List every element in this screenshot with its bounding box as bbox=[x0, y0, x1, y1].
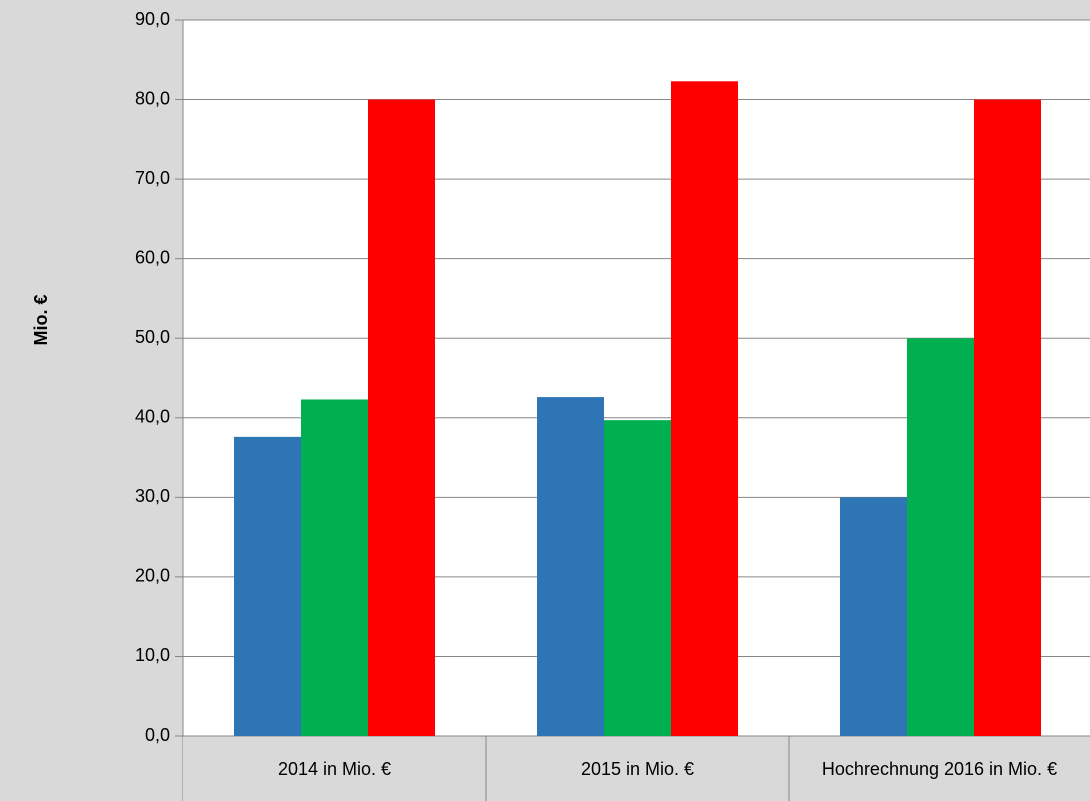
bar bbox=[671, 81, 738, 737]
x-tick-label: Hochrechnung 2016 in Mio. € bbox=[821, 759, 1058, 779]
y-axis-label: Mio. € bbox=[31, 294, 51, 345]
bar bbox=[974, 99, 1041, 737]
y-tick-label: 80,0 bbox=[135, 88, 170, 108]
y-tick-label: 60,0 bbox=[135, 247, 170, 267]
bar bbox=[368, 99, 435, 737]
y-tick-label: 50,0 bbox=[135, 327, 170, 347]
bar bbox=[907, 338, 974, 736]
y-tick-label: 90,0 bbox=[135, 9, 170, 29]
y-tick-label: 20,0 bbox=[135, 566, 170, 586]
bar bbox=[234, 436, 301, 736]
y-tick-label: 70,0 bbox=[135, 168, 170, 188]
bar bbox=[604, 420, 671, 736]
bar bbox=[840, 497, 907, 736]
x-tick-label: 2015 in Mio. € bbox=[580, 759, 695, 779]
bar bbox=[301, 399, 368, 736]
bar bbox=[537, 397, 604, 736]
y-tick-label: 40,0 bbox=[135, 407, 170, 427]
y-tick-label: 30,0 bbox=[135, 486, 170, 506]
category-box bbox=[183, 736, 1090, 801]
y-tick-label: 0,0 bbox=[145, 725, 170, 745]
x-tick-label: 2014 in Mio. € bbox=[277, 759, 392, 779]
y-tick-label: 10,0 bbox=[135, 645, 170, 665]
